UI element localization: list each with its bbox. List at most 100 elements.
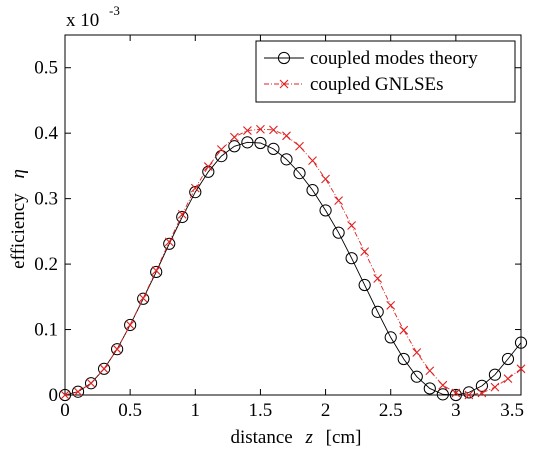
x-axis-label-text: distance bbox=[230, 427, 292, 448]
x-axis-label-var: z bbox=[304, 427, 313, 448]
x-tick-label: 3.5 bbox=[500, 400, 524, 421]
data-point bbox=[410, 370, 423, 383]
data-point bbox=[229, 132, 239, 142]
y-tick-label: 0.3 bbox=[34, 189, 58, 210]
series-line bbox=[64, 128, 522, 396]
y-axis-label-var: η bbox=[8, 169, 29, 178]
data-point bbox=[256, 124, 265, 134]
data-point bbox=[373, 274, 383, 283]
data-point bbox=[86, 378, 96, 388]
data-point bbox=[177, 209, 187, 219]
data-point bbox=[111, 343, 124, 356]
data-point bbox=[332, 226, 345, 239]
data-point bbox=[319, 204, 332, 217]
data-point bbox=[477, 388, 487, 398]
x-tick-label: 3 bbox=[451, 400, 461, 421]
data-point bbox=[267, 142, 280, 155]
y-tick-label: 0.1 bbox=[34, 320, 58, 341]
legend-marker bbox=[277, 51, 291, 65]
x-tick-label: 1 bbox=[191, 400, 201, 421]
x-tick-label: 0 bbox=[60, 400, 70, 421]
data-point bbox=[203, 162, 213, 171]
series-2 bbox=[60, 124, 526, 400]
data-point bbox=[488, 368, 502, 381]
data-point bbox=[243, 126, 252, 135]
x-tick-label: 2.5 bbox=[379, 400, 403, 421]
legend-marker bbox=[279, 79, 289, 89]
data-point bbox=[164, 237, 174, 247]
x-tick-label: 0.5 bbox=[118, 400, 142, 421]
series-line bbox=[64, 141, 522, 396]
data-point bbox=[412, 348, 422, 357]
data-point bbox=[282, 131, 291, 141]
data-point bbox=[501, 352, 515, 366]
y-multiplier-base: x 10 bbox=[66, 10, 99, 31]
y-axis-label-text: efficiency bbox=[8, 193, 29, 269]
data-point bbox=[462, 386, 475, 399]
data-point bbox=[176, 210, 189, 224]
data-point bbox=[358, 278, 371, 292]
data-point bbox=[99, 364, 109, 374]
y-tick-labels: 0 0.1 0.2 0.3 0.4 0.5 bbox=[34, 58, 58, 406]
data-point bbox=[241, 136, 254, 149]
data-point bbox=[516, 364, 526, 374]
data-point bbox=[371, 305, 384, 318]
series-layer bbox=[58, 124, 528, 402]
data-point bbox=[399, 325, 409, 335]
legend-box bbox=[255, 40, 516, 103]
x-tick-label: 2 bbox=[321, 400, 331, 421]
y-multiplier-exponent: -3 bbox=[109, 3, 120, 18]
legend-label: coupled modes theory bbox=[310, 48, 478, 69]
data-point bbox=[347, 221, 357, 230]
data-point bbox=[436, 388, 449, 401]
data-point bbox=[425, 366, 435, 376]
x-axis-label: distance z [cm] bbox=[230, 427, 361, 448]
data-point bbox=[321, 174, 330, 184]
data-point bbox=[334, 196, 343, 205]
legend-label: coupled GNLSEs bbox=[310, 74, 444, 95]
data-point bbox=[150, 265, 163, 279]
data-point bbox=[280, 153, 293, 166]
legend-item: coupled modes theory bbox=[264, 48, 478, 69]
data-point bbox=[360, 247, 370, 257]
data-point bbox=[163, 237, 176, 250]
data-point bbox=[503, 374, 513, 384]
data-point bbox=[254, 136, 267, 150]
y-tick-label: 0.2 bbox=[34, 254, 58, 275]
data-point bbox=[137, 292, 150, 305]
x-tick-labels: 0 0.5 1 1.5 2 2.5 3 3.5 bbox=[60, 400, 524, 421]
data-point bbox=[216, 145, 226, 154]
data-point bbox=[464, 390, 474, 400]
svg-text:distance z [cm]: distance z [cm] bbox=[230, 427, 361, 448]
x-axis-label-unit: [cm] bbox=[326, 427, 362, 448]
data-point bbox=[397, 352, 410, 366]
legend: coupled modes theory coupled GNLSEs bbox=[255, 40, 516, 103]
data-point bbox=[189, 185, 202, 199]
y-tick-label: 0 bbox=[49, 385, 59, 406]
data-point bbox=[71, 385, 85, 398]
data-point bbox=[514, 336, 528, 349]
data-point bbox=[60, 390, 70, 400]
y-axis-label: efficiency η bbox=[8, 169, 29, 269]
data-point bbox=[306, 184, 319, 197]
y-multiplier: x 10 -3 bbox=[66, 3, 120, 31]
x-tick-label: 1.5 bbox=[249, 400, 273, 421]
data-point bbox=[228, 140, 241, 153]
data-point bbox=[384, 331, 397, 344]
plot-frame bbox=[64, 34, 522, 396]
data-point bbox=[308, 156, 317, 166]
data-point bbox=[151, 266, 161, 276]
data-point bbox=[73, 387, 83, 397]
data-point bbox=[423, 382, 436, 395]
data-point bbox=[125, 320, 135, 330]
plot-area-border bbox=[64, 34, 522, 396]
data-point bbox=[475, 379, 489, 392]
data-point bbox=[293, 167, 306, 180]
data-point bbox=[190, 183, 200, 193]
data-point bbox=[295, 141, 304, 151]
y-tick-label: 0.5 bbox=[34, 58, 58, 79]
y-tick-label: 0.4 bbox=[34, 123, 58, 144]
data-point bbox=[490, 382, 500, 392]
svg-text:efficiency η: efficiency η bbox=[8, 169, 29, 269]
